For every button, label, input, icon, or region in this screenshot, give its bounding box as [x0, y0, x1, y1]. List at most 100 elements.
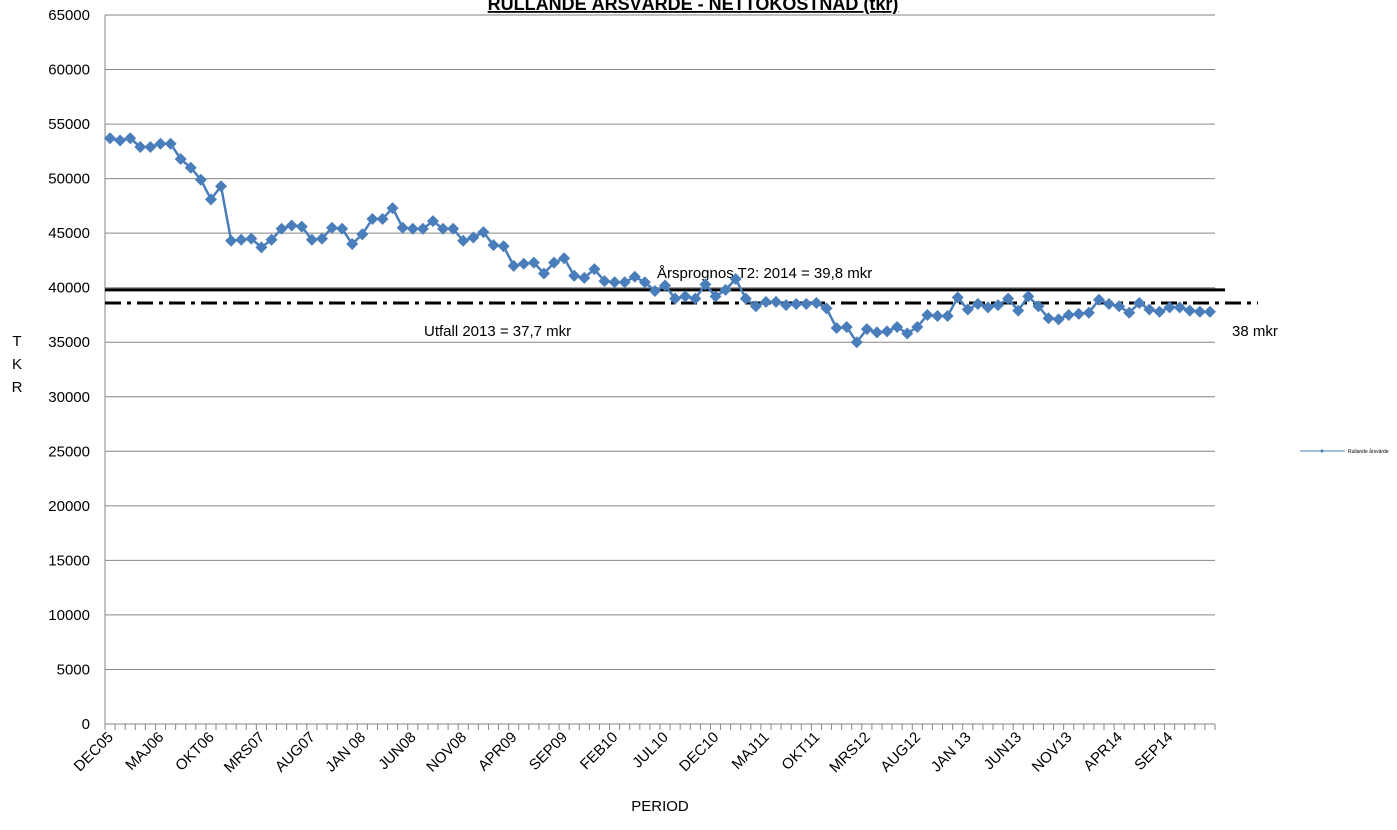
data-marker [588, 263, 601, 276]
y-tick-label: 40000 [48, 280, 90, 297]
data-marker [114, 134, 127, 147]
data-marker [265, 233, 278, 246]
data-marker [548, 256, 561, 269]
data-marker [1123, 306, 1136, 319]
data-marker [1002, 292, 1015, 305]
data-marker [749, 300, 762, 313]
y-tick-label: 50000 [48, 171, 90, 188]
data-marker [699, 278, 712, 291]
data-marker [467, 231, 480, 244]
data-marker [992, 299, 1005, 312]
data-marker [184, 161, 197, 174]
data-marker [497, 240, 510, 253]
data-marker [1183, 304, 1196, 317]
data-marker [608, 276, 621, 289]
x-tick-label: SEP09 [526, 729, 571, 774]
data-marker [144, 140, 157, 153]
x-tick-label: FEB10 [577, 729, 621, 773]
data-marker [618, 276, 631, 289]
y-tick-label: 45000 [48, 225, 90, 242]
data-marker [921, 308, 934, 321]
data-marker [1143, 303, 1156, 316]
x-tick-label: MRS07 [221, 729, 268, 776]
data-marker [911, 320, 924, 333]
data-marker [416, 222, 429, 235]
chart-title: RULLANDE ÅRSVÄRDE - NETTOKOSTNAD (tkr) [488, 0, 899, 14]
data-marker [679, 290, 692, 303]
data-marker [134, 140, 147, 153]
data-marker [981, 301, 994, 314]
data-marker [770, 295, 783, 308]
data-marker [628, 270, 641, 283]
x-tick-label: JUN13 [981, 729, 1025, 773]
data-marker [790, 298, 803, 311]
y-tick-label: 15000 [48, 552, 90, 569]
data-marker [971, 298, 984, 311]
data-marker [215, 180, 228, 193]
data-marker [810, 296, 823, 309]
reference-label: Utfall 2013 = 37,7 mkr [424, 323, 571, 340]
data-marker [870, 326, 883, 339]
data-marker [1153, 305, 1166, 318]
y-tick-label: 65000 [48, 7, 90, 24]
data-marker [800, 298, 813, 311]
data-marker [1082, 306, 1095, 319]
data-marker [406, 222, 419, 235]
y-tick-label: 60000 [48, 62, 90, 79]
data-marker [174, 152, 187, 165]
y-axis-label: TKR [9, 333, 26, 402]
y-tick-label: 55000 [48, 116, 90, 133]
data-marker [850, 336, 863, 349]
x-tick-label: OKT06 [172, 729, 218, 775]
data-marker [840, 320, 853, 333]
x-tick-label: AUG12 [877, 729, 924, 776]
data-marker [154, 137, 167, 150]
data-marker [204, 193, 217, 206]
data-marker [1092, 293, 1105, 306]
data-marker [275, 222, 288, 235]
data-marker [1173, 301, 1186, 314]
data-marker [517, 257, 530, 270]
data-marker [1113, 300, 1126, 313]
data-marker [1163, 301, 1176, 314]
data-marker [255, 241, 268, 254]
data-marker [941, 310, 954, 323]
data-marker [558, 252, 571, 265]
data-marker [578, 271, 591, 284]
data-marker [1012, 304, 1025, 317]
legend-label: Rullande årsvärde [1348, 448, 1389, 455]
data-marker [124, 132, 137, 145]
x-tick-label: JUN08 [375, 729, 419, 773]
legend-marker [1320, 449, 1324, 453]
data-marker [689, 292, 702, 305]
data-marker [1193, 305, 1206, 318]
data-marker [648, 284, 661, 297]
data-marker [759, 295, 772, 308]
data-marker [1052, 313, 1065, 326]
y-tick-label: 35000 [48, 334, 90, 351]
data-marker [931, 310, 944, 323]
x-tick-label: JAN 08 [322, 729, 369, 776]
x-tick-label: JAN 13 [928, 729, 975, 776]
data-marker [315, 232, 328, 245]
data-marker [638, 276, 651, 289]
data-marker [739, 292, 752, 305]
data-marker [527, 256, 540, 269]
data-marker [356, 228, 369, 241]
data-marker [659, 279, 672, 292]
data-marker [1103, 298, 1116, 311]
data-marker [830, 322, 843, 335]
x-tick-label: SEP14 [1131, 729, 1176, 774]
data-marker [225, 234, 238, 247]
data-marker [194, 173, 207, 186]
data-marker [457, 234, 470, 247]
data-marker [669, 292, 682, 305]
x-axis-label: PERIOD [631, 798, 689, 815]
x-tick-label: OKT11 [778, 729, 823, 774]
data-marker [366, 212, 379, 225]
data-marker [447, 222, 460, 235]
x-tick-label: MRS12 [826, 729, 873, 776]
data-marker [386, 202, 399, 215]
data-marker [881, 325, 894, 338]
annotation: 38 mkr [1232, 323, 1278, 340]
